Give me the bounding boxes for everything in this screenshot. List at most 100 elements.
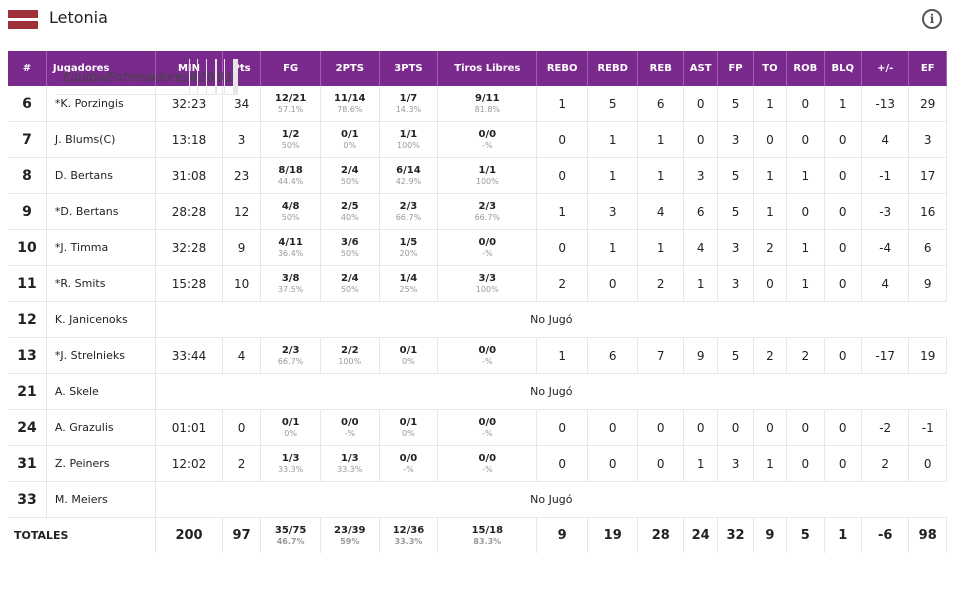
two-pointers-cell: 23/39 59% — [320, 518, 380, 553]
column-header[interactable]: # — [8, 51, 47, 86]
player-name[interactable]: Z. Peiners — [46, 445, 157, 482]
player-name[interactable]: A. Grazulis — [46, 409, 157, 446]
minutes-cell: 200 — [155, 518, 223, 553]
three-pointers-cell-percentage: 25% — [399, 285, 418, 294]
two-pointers-cell-made-attempted: 2/5 — [340, 201, 359, 212]
three-pointers-cell-made-attempted: 1/1 — [399, 129, 418, 140]
points-cell: 3 — [222, 121, 262, 158]
pm-cell: -1 — [861, 157, 910, 194]
column-header[interactable]: +/- — [861, 51, 910, 86]
fp-cell: 3 — [717, 265, 754, 302]
player-name[interactable]: *J. Strelnieks — [46, 337, 157, 374]
rebo-cell: 0 — [536, 121, 588, 158]
field-goals-cell-made-attempted: 12/21 — [274, 93, 307, 104]
three-pointers-cell: 1/4 25% — [379, 265, 439, 302]
three-pointers-cell: 2/3 66.7% — [379, 193, 439, 230]
free-throws-cell-percentage: 100% — [475, 285, 499, 294]
blq-cell: 0 — [824, 337, 862, 374]
fp-cell: 0 — [717, 409, 754, 446]
rebd-cell: 2 — [197, 59, 208, 95]
blq-cell: 0 — [824, 265, 862, 302]
points-cell: 2 — [222, 445, 262, 482]
player-row: 13 *J. Strelnieks 33:44 4 2/3 66.7% 2/2 100% 0/1… — [8, 337, 947, 374]
free-throws-cell-percentage: 83.3% — [473, 537, 502, 546]
player-name[interactable]: M. Meiers — [46, 481, 157, 518]
free-throws-cell-percentage: -% — [482, 357, 493, 366]
column-header[interactable]: BLQ — [824, 51, 862, 86]
three-pointers-cell: 0/1 0% — [379, 337, 439, 374]
two-pointers-cell-made-attempted: 0/1 — [340, 129, 359, 140]
jersey-number: 12 — [8, 301, 47, 338]
three-pointers-cell: 1/5 20% — [379, 229, 439, 266]
field-goals-cell: 4/11 36.4% — [260, 229, 321, 266]
free-throws-cell-percentage: -% — [482, 465, 493, 474]
column-header[interactable]: AST — [683, 51, 719, 86]
field-goals-cell-made-attempted: 35/75 — [274, 525, 307, 536]
two-pointers-cell-made-attempted: 2/2 — [340, 345, 359, 356]
info-icon[interactable]: i — [922, 9, 942, 29]
column-header[interactable]: Tiros Libres — [437, 51, 538, 86]
reb-cell: 2 — [637, 265, 684, 302]
column-header[interactable]: ROB — [786, 51, 825, 86]
column-header[interactable]: FG — [260, 51, 321, 86]
rebd-cell: 6 — [587, 337, 639, 374]
reb-cell: 1 — [637, 229, 684, 266]
column-header[interactable]: EF — [908, 51, 947, 86]
points-cell: 9 — [222, 229, 262, 266]
two-pointers-cell: 2/4 50% — [320, 157, 380, 194]
three-pointers-cell-percentage: -% — [403, 465, 414, 474]
ast-cell: 4 — [683, 229, 719, 266]
two-pointers-cell-percentage: 50% — [340, 177, 359, 186]
two-pointers-cell-percentage: 50% — [340, 249, 359, 258]
field-goals-cell: 2/3 66.7% — [260, 337, 321, 374]
jersey-number: 31 — [8, 445, 47, 482]
column-header[interactable]: REB — [637, 51, 684, 86]
three-pointers-cell-percentage: 66.7% — [395, 213, 422, 222]
ast-cell: 0 — [683, 86, 719, 122]
free-throws-cell: 0/0 -% — [437, 121, 538, 158]
two-pointers-cell-percentage: 40% — [340, 213, 359, 222]
free-throws-cell: 3/3 100% — [437, 265, 538, 302]
team-header: Letonia i — [0, 0, 958, 40]
column-header[interactable]: REBD — [587, 51, 639, 86]
minutes-cell: 31:08 — [155, 157, 223, 194]
rebo-cell: 1 — [536, 86, 588, 122]
column-header[interactable]: 3PTS — [379, 51, 439, 86]
fp-cell: 5 — [717, 157, 754, 194]
field-goals-cell-made-attempted: 8/18 — [278, 165, 303, 176]
rebo-cell: 1 — [536, 193, 588, 230]
field-goals-cell-percentage: 66.7% — [277, 357, 304, 366]
blq-cell: 0 — [824, 121, 862, 158]
jersey-number: 21 — [8, 373, 47, 410]
minutes-cell: 32:28 — [155, 229, 223, 266]
player-name[interactable]: D. Bertans — [46, 157, 157, 194]
three-pointers-cell-made-attempted: 1/7 — [399, 93, 418, 104]
column-header[interactable]: FP — [717, 51, 754, 86]
jersey-number: 10 — [8, 229, 47, 266]
column-header[interactable]: REBO — [536, 51, 588, 86]
player-name[interactable]: *D. Bertans — [46, 193, 157, 230]
player-name[interactable]: K. Janicenoks — [46, 301, 157, 338]
free-throws-cell-percentage: -% — [482, 249, 493, 258]
free-throws-cell: 1/1 100% — [437, 157, 538, 194]
player-name[interactable]: J. Blums(C) — [46, 121, 157, 158]
two-pointers-cell-percentage: 33.3% — [337, 465, 363, 474]
rob-cell: 0 — [786, 445, 825, 482]
player-name[interactable]: *J. Timma — [46, 229, 157, 266]
ast-cell: 0 — [683, 121, 719, 158]
player-name[interactable]: *R. Smits — [46, 265, 157, 302]
reb-cell: 6 — [637, 86, 684, 122]
ast-cell: 1 — [683, 265, 719, 302]
column-header[interactable]: 2PTS — [320, 51, 380, 86]
totals-row: TOTALES 200 97 35/75 46.7% 23/39 59% 12/36 33.3%… — [8, 518, 947, 553]
field-goals-cell-percentage: 37.5% — [277, 285, 304, 294]
player-row: 12 K. Janicenoks No Jugó — [8, 301, 947, 338]
to-cell: 9 — [753, 518, 788, 553]
to-cell: 2 — [753, 337, 788, 374]
player-name[interactable]: A. Skele — [46, 373, 157, 410]
field-goals-cell-made-attempted: 4/11 — [278, 237, 303, 248]
ef-cell: 98 — [908, 518, 947, 553]
field-goals-cell: 1/3 33.3% — [260, 445, 321, 482]
column-header[interactable]: TO — [753, 51, 788, 86]
minutes-cell: 01:01 — [155, 409, 223, 446]
